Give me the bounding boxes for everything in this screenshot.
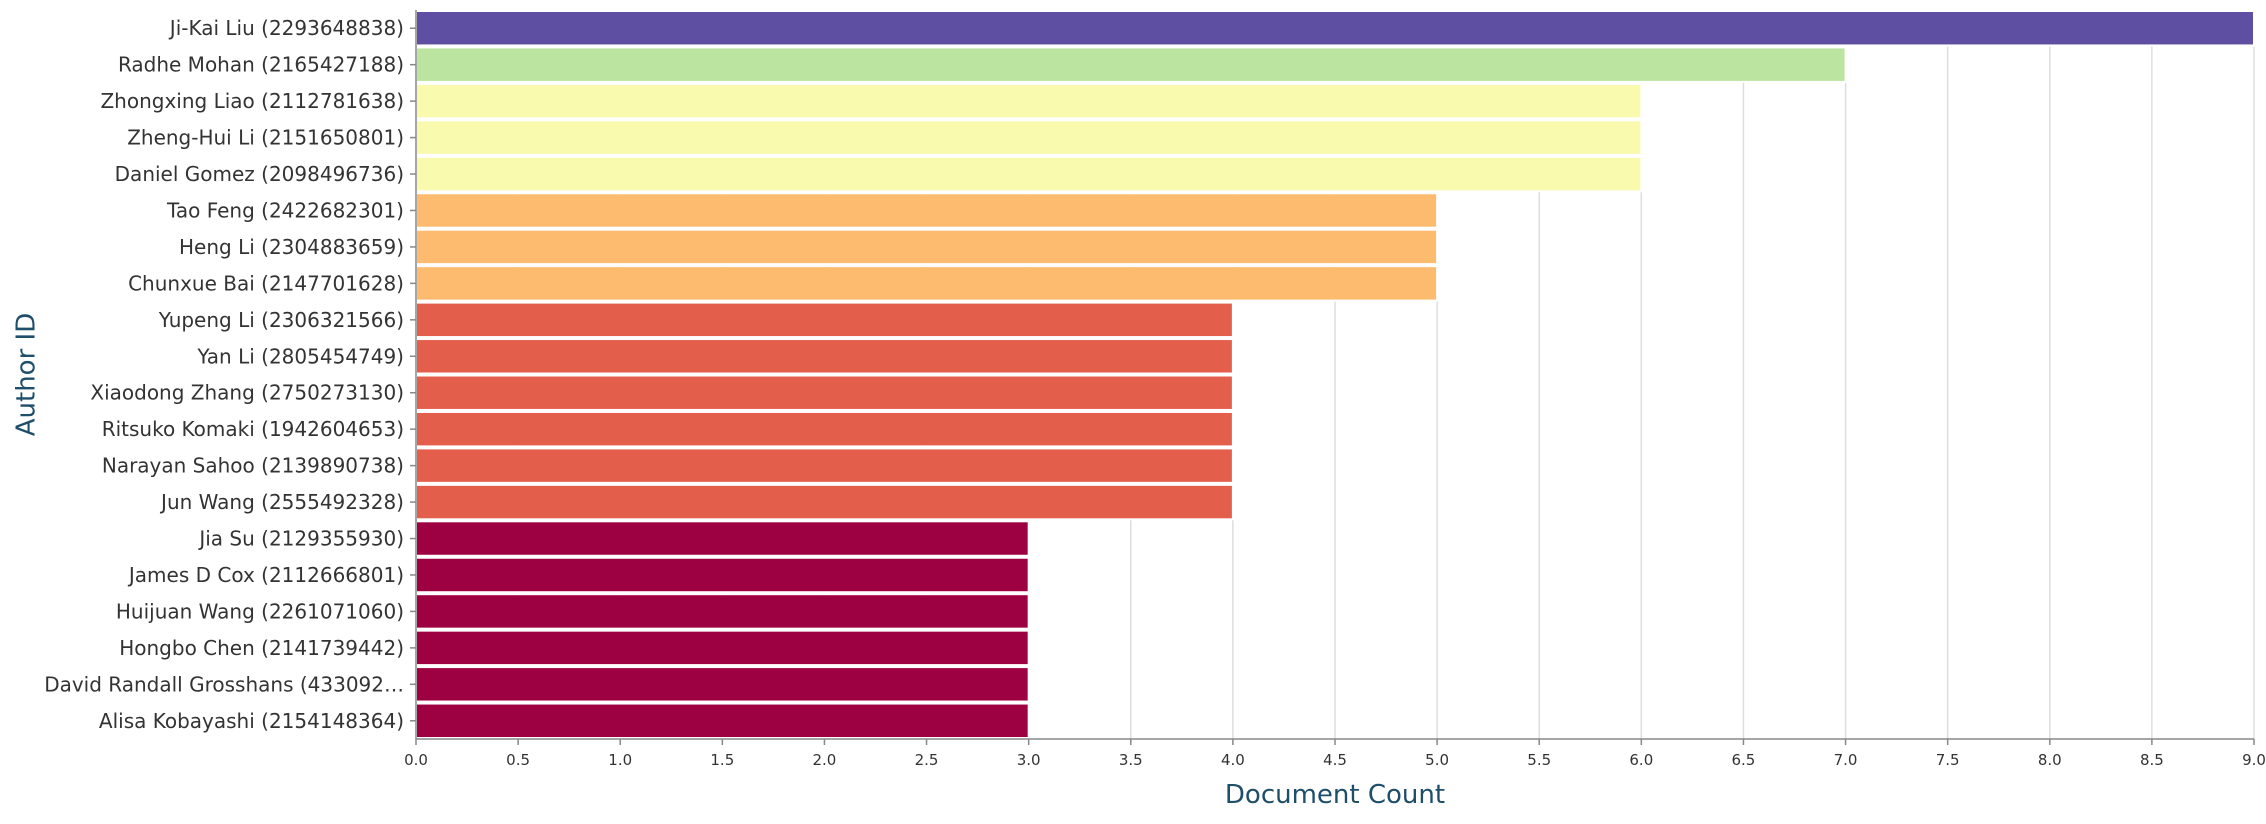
- y-axis-title: Author ID: [12, 313, 42, 437]
- x-tick-label: 0.0: [404, 751, 428, 769]
- x-tick-label: 5.0: [1425, 751, 1449, 769]
- x-tick-label: 2.0: [813, 751, 837, 769]
- bar[interactable]: [415, 556, 1030, 594]
- y-tick-label: Zhongxing Liao (2112781638): [100, 89, 404, 113]
- x-tick-label: 3.0: [1017, 751, 1041, 769]
- y-tick-label: Ritsuko Komaki (1942604653): [102, 417, 404, 441]
- bar[interactable]: [415, 520, 1030, 557]
- x-tick-label: 7.5: [1936, 751, 1960, 769]
- y-tick-label: Zheng-Hui Li (2151650801): [127, 126, 404, 150]
- bar[interactable]: [415, 338, 1234, 375]
- x-tick-label: 6.0: [1629, 751, 1653, 769]
- y-tick-label: Alisa Kobayashi (2154148364): [99, 709, 404, 733]
- y-tick-label: James D Cox (2112666801): [127, 563, 404, 587]
- y-tick-label: Jia Su (2129355930): [197, 527, 404, 551]
- bar[interactable]: [415, 82, 1643, 120]
- bar[interactable]: [415, 265, 1439, 302]
- x-tick-label: 8.0: [2038, 751, 2062, 769]
- y-tick-label: Daniel Gomez (2098496736): [115, 162, 404, 186]
- y-tick-label: Hongbo Chen (2141739442): [119, 636, 404, 660]
- x-tick-label: 0.5: [506, 751, 530, 769]
- x-tick-label: 6.5: [1732, 751, 1756, 769]
- bars: [415, 10, 2255, 739]
- x-tick-label: 1.0: [608, 751, 632, 769]
- bar[interactable]: [415, 10, 2255, 47]
- bar[interactable]: [415, 119, 1643, 156]
- bar[interactable]: [415, 483, 1234, 521]
- bar[interactable]: [415, 593, 1030, 630]
- y-tick-label: Tao Feng (2422682301): [166, 198, 404, 222]
- bar[interactable]: [415, 702, 1030, 739]
- y-tick-label: Chunxue Bai (2147701628): [128, 271, 404, 295]
- bar[interactable]: [415, 192, 1439, 229]
- x-tick-label: 3.5: [1119, 751, 1143, 769]
- x-tick-label: 4.0: [1221, 751, 1245, 769]
- bar[interactable]: [415, 301, 1234, 339]
- y-tick-label: Narayan Sahoo (2139890738): [102, 454, 404, 478]
- bar[interactable]: [415, 374, 1234, 411]
- x-axis-title: Document Count: [1225, 780, 1445, 810]
- x-tick-label: 9.0: [2242, 751, 2266, 769]
- y-tick-label: Yupeng Li (2306321566): [158, 308, 404, 332]
- y-tick-label: Radhe Mohan (2165427188): [118, 53, 404, 77]
- x-tick-label: 7.0: [1834, 751, 1858, 769]
- x-tick-label: 1.5: [710, 751, 734, 769]
- x-tick-label: 5.5: [1527, 751, 1551, 769]
- bar[interactable]: [415, 666, 1030, 703]
- y-tick-label: Heng Li (2304883659): [179, 235, 404, 259]
- bar[interactable]: [415, 629, 1030, 667]
- y-tick-label: Yan Li (2805454749): [196, 344, 404, 368]
- bar[interactable]: [415, 155, 1643, 193]
- x-tick-label: 8.5: [2140, 751, 2164, 769]
- y-tick-label: David Randall Grosshans (433092…: [44, 672, 404, 696]
- bar[interactable]: [415, 228, 1439, 266]
- x-tick-label: 2.5: [915, 751, 939, 769]
- y-tick-label: Ji-Kai Liu (2293648838): [168, 16, 404, 40]
- y-tick-label: Jun Wang (2555492328): [159, 490, 404, 514]
- bar[interactable]: [415, 447, 1234, 484]
- bar[interactable]: [415, 410, 1234, 448]
- axes: 0.0 0.5 1.0 1.5 2.0 2.5 3.0 3.5 4.0 4.5 5.0 5.5 6.0 6…: [44, 10, 2266, 769]
- y-tick-label: Huijuan Wang (2261071060): [116, 599, 404, 623]
- x-tick-label: 4.5: [1323, 751, 1347, 769]
- bar[interactable]: [415, 46, 1847, 83]
- y-tick-label: Xiaodong Zhang (2750273130): [90, 381, 404, 405]
